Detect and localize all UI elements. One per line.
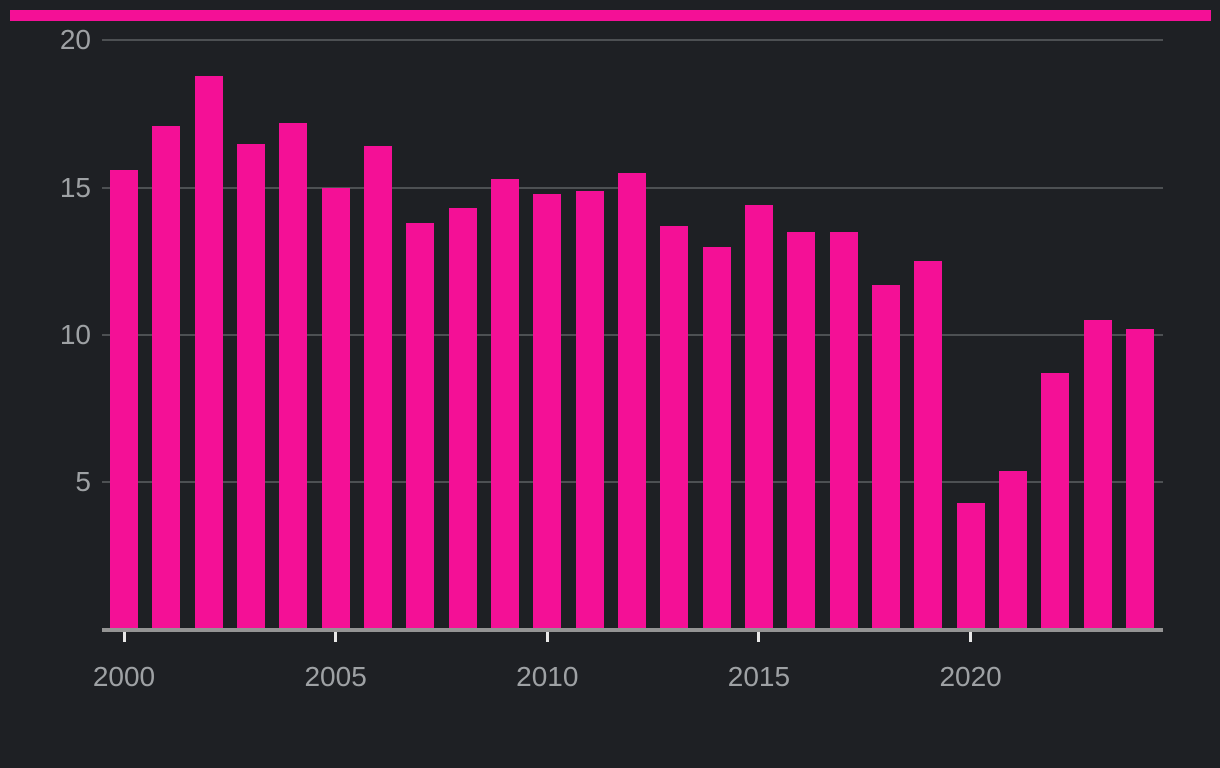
x-tick-2020 <box>969 632 973 642</box>
bar-2011[interactable] <box>575 190 604 630</box>
bar-2001[interactable] <box>152 125 181 630</box>
bar-2013[interactable] <box>660 225 689 630</box>
x-tick-2000 <box>122 632 126 642</box>
y-tick-label-10: 10 <box>59 319 91 350</box>
bar-2015[interactable] <box>744 205 773 630</box>
x-axis-line <box>101 627 1163 632</box>
bar-2010[interactable] <box>533 193 562 630</box>
bar-2009[interactable] <box>490 178 519 630</box>
bar-2014[interactable] <box>702 246 731 630</box>
bar-2022[interactable] <box>1041 373 1070 630</box>
bar-2021[interactable] <box>998 470 1027 630</box>
bar-2016[interactable] <box>787 231 816 630</box>
x-tick-2015 <box>757 632 761 642</box>
x-tick-2010 <box>545 632 549 642</box>
bar-2017[interactable] <box>829 231 858 630</box>
bar-2020[interactable] <box>956 502 985 630</box>
x-tick-label-2020: 2020 <box>939 661 1002 692</box>
accent-top-strip <box>10 10 1211 21</box>
x-tick-label-2010: 2010 <box>516 661 579 692</box>
y-tick-label-20: 20 <box>59 24 91 56</box>
bar-2005[interactable] <box>321 187 350 630</box>
bar-2008[interactable] <box>448 208 477 630</box>
bar-2023[interactable] <box>1083 320 1112 630</box>
y-tick-label-5: 5 <box>75 466 91 498</box>
bar-2019[interactable] <box>914 261 943 630</box>
bar-2007[interactable] <box>406 223 435 630</box>
x-tick-label-2000: 2000 <box>92 661 156 692</box>
bar-2002[interactable] <box>194 75 223 630</box>
bar-2006[interactable] <box>363 146 392 630</box>
bar-2012[interactable] <box>617 172 646 630</box>
y-tick-label-15: 15 <box>59 171 91 203</box>
gridline-20 <box>101 39 1163 42</box>
bar-2003[interactable] <box>236 143 265 630</box>
bar-2000[interactable] <box>110 170 138 630</box>
bar-2004[interactable] <box>279 122 308 630</box>
x-tick-2005 <box>334 632 338 642</box>
bar-2018[interactable] <box>871 284 900 630</box>
x-tick-label-2015: 2015 <box>727 661 791 692</box>
x-tick-label-2005: 2005 <box>304 661 367 692</box>
bar-2024[interactable] <box>1125 329 1154 630</box>
